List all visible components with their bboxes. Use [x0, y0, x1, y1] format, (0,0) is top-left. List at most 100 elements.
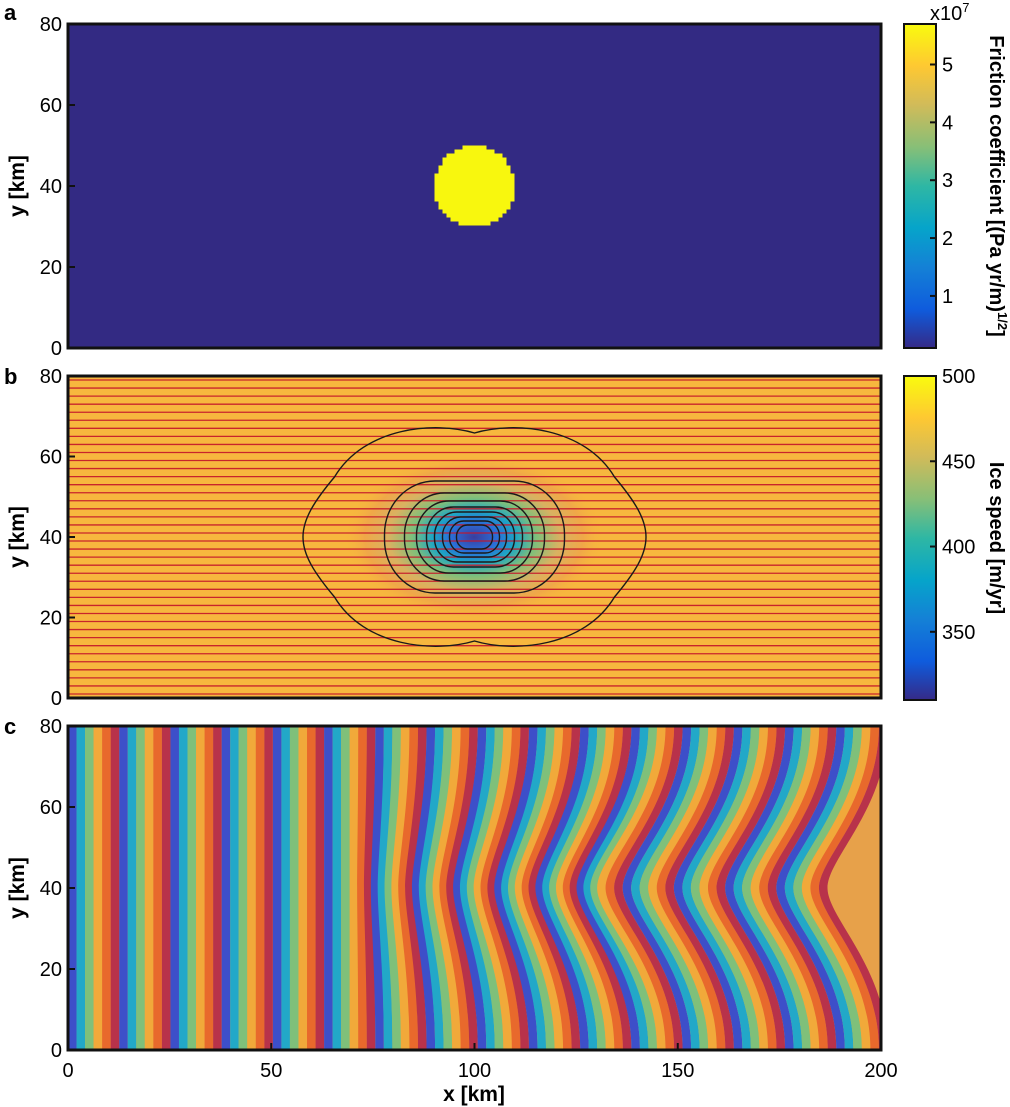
colorbar-tick-label: 400 [942, 537, 975, 559]
panel-b-contour [441, 516, 508, 558]
panel-b-ytick-label: 0 [51, 688, 62, 710]
panel-b-ytick-label: 80 [40, 366, 62, 388]
panel-c-xtick-label: 0 [62, 1060, 73, 1082]
panel-c-fringe [590, 726, 658, 1050]
panel-b-contour [425, 506, 524, 568]
panel-c-fringe [690, 726, 760, 1050]
panel-c-fringe [315, 726, 325, 1050]
panel-c-fringe [521, 726, 572, 1050]
panel-c-ytick-label: 60 [40, 797, 62, 819]
panel-label-b: b [4, 364, 17, 389]
panel-a-friction-bump [434, 145, 515, 226]
panel-c-ytick-label: 0 [51, 1040, 62, 1062]
panel-label-a: a [4, 0, 17, 25]
panel-c-fringe [307, 726, 316, 1050]
panel-c-fringe [196, 726, 205, 1050]
panel-a-colorbar-multiplier-exp: 7 [962, 0, 969, 15]
panel-c-fringe [576, 726, 640, 1050]
panel-b-colorbar [903, 375, 937, 701]
panel-b-ylabel: y [km] [6, 506, 29, 568]
panel-a-colorbar [903, 23, 937, 349]
colorbar-tick-label: 5 [942, 55, 953, 77]
panel-c-fringe [494, 726, 538, 1050]
panel-c-fringe [648, 726, 717, 1050]
panel-c-fringe [136, 726, 145, 1050]
panel-c-fringe [247, 726, 256, 1050]
panel-label-c: c [4, 714, 16, 739]
panel-c-fringe [391, 726, 410, 1050]
panel-b-speed-field [344, 455, 604, 619]
panel-a-colorbar-multiplier: x107 [930, 0, 969, 25]
panel-c-fringe [514, 726, 564, 1050]
panel-c-fringe [542, 726, 598, 1050]
panel-c-fringe [750, 726, 820, 1050]
panel-c-fringe [656, 726, 726, 1050]
panel-c-fringe [102, 726, 111, 1050]
colorbar-tick-label: 4 [942, 112, 953, 134]
panel-c-xtick-label: 200 [864, 1060, 897, 1082]
panel-c: 0 20 40 60 80 0 50 100 150 200 y [km] x [km] [6, 716, 898, 1106]
panel-c-ytick-label: 20 [40, 959, 62, 981]
panel-c-fringe [170, 726, 179, 1050]
panel-c-fringe [673, 726, 743, 1050]
panel-c-fringe [707, 726, 777, 1050]
panel-c-ytick-label: 80 [40, 716, 62, 738]
panel-c-fringe [370, 726, 384, 1050]
panel-c-fringe [801, 726, 871, 1050]
colorbar-tick-label: 3 [942, 170, 953, 192]
panel-c-fringe [324, 726, 333, 1050]
panel-c-fringe [85, 726, 94, 1050]
panel-c-xtick-label: 150 [661, 1060, 694, 1082]
panel-c-fringe [363, 726, 376, 1050]
panel-c-fringe [784, 726, 854, 1050]
panel-c-fringe [776, 726, 845, 1050]
panel-c-fringe [682, 726, 751, 1050]
panel-c-fringe [398, 726, 418, 1050]
panel-b-contour [383, 480, 566, 594]
panel-b-contour [433, 511, 516, 563]
panel-c-fringe [432, 726, 461, 1050]
panel-c-fringe [549, 726, 606, 1050]
colorbar-tick-label: 2 [942, 228, 953, 250]
panel-c-fringe [759, 726, 828, 1050]
panel-a-colorbar-label-sup: 1/2 [995, 312, 1010, 330]
panel-c-fringe [631, 726, 700, 1050]
panel-c-fringe [187, 726, 197, 1050]
panel-c-fringe [204, 726, 214, 1050]
panel-a-ytick-label: 40 [40, 176, 62, 198]
panel-c-fringe [535, 726, 589, 1050]
panel-a-ytick-label: 60 [40, 95, 62, 117]
panel-c-fringe [161, 726, 171, 1050]
panel-b-contour [448, 520, 501, 554]
panel-a-ytick-label: 0 [51, 338, 62, 360]
panel-a-ytick-label: 20 [40, 257, 62, 279]
colorbar-tick-label: 350 [942, 622, 975, 644]
panel-b: 0 20 40 60 80 y [km] 350 400 450 500 Ice speed … [6, 366, 1007, 710]
panel-c-fringe [110, 726, 120, 1050]
panel-c-fringe [583, 726, 649, 1050]
panel-c-xlabel: x [km] [443, 1083, 505, 1106]
panel-c-fringe [289, 726, 299, 1050]
panel-c-fringe [639, 726, 709, 1050]
panel-c-fringe [605, 726, 675, 1050]
panel-b-ytick-label: 40 [40, 527, 62, 549]
panel-c-fringe [281, 726, 290, 1050]
panel-c-fringe [119, 726, 128, 1050]
panel-a-colorbar-label: Friction coefficient [(Pa yr/m)1/2] [985, 35, 1010, 336]
panel-c-fringe [665, 726, 734, 1050]
panel-c-fringe [614, 726, 683, 1050]
panel-c-fringe [418, 726, 444, 1050]
panel-c-fringe [793, 726, 862, 1050]
panel-c-fringe [411, 726, 436, 1050]
panel-c-fringe [716, 726, 786, 1050]
panel-c-fringe [725, 726, 794, 1050]
panel-c-fringe [255, 726, 265, 1050]
panel-c-fringe [230, 726, 239, 1050]
panel-c-fringe [238, 726, 248, 1050]
panel-c-fringe [93, 726, 103, 1050]
panel-b-contour-outer [302, 427, 647, 647]
panel-c-fringe [213, 726, 222, 1050]
colorbar-tick-label: 500 [942, 366, 975, 388]
panel-c-fringe [622, 726, 692, 1050]
panel-c-fringe [507, 726, 555, 1050]
